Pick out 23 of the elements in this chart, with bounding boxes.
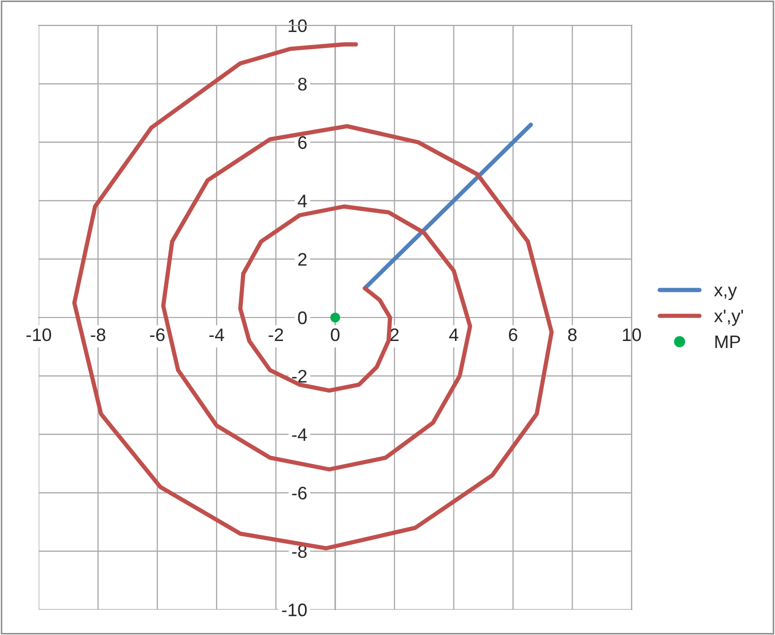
x-tick-label: -4 [209, 328, 224, 341]
x-tick-label: 4 [449, 328, 458, 341]
y-tick-label: 0 [298, 311, 307, 324]
y-tick-label: 6 [298, 136, 307, 149]
x-tick-label: 10 [622, 328, 641, 342]
legend-label: MP [715, 336, 740, 348]
x-tick-label: -6 [150, 328, 165, 342]
x-tick-label: 2 [390, 328, 399, 341]
x-tick-label: 8 [568, 328, 577, 342]
legend-label: x',y' [714, 310, 743, 326]
x-tick-label: 0 [330, 328, 340, 342]
x-tick-label: -8 [90, 328, 106, 342]
x-tick-label: 6 [508, 328, 518, 342]
legend-label: x,y [714, 286, 737, 300]
y-tick-label: 8 [298, 78, 307, 91]
y-tick-label: 4 [298, 194, 307, 208]
y-tick-label: -6 [292, 486, 307, 500]
x-tick-label: -10 [26, 328, 52, 342]
x-tick-label: -2 [268, 328, 284, 341]
y-tick-label: -4 [292, 428, 307, 441]
y-tick-label: 2 [298, 253, 307, 266]
y-tick-label: -2 [292, 370, 307, 382]
y-tick-label: -10 [282, 604, 307, 616]
